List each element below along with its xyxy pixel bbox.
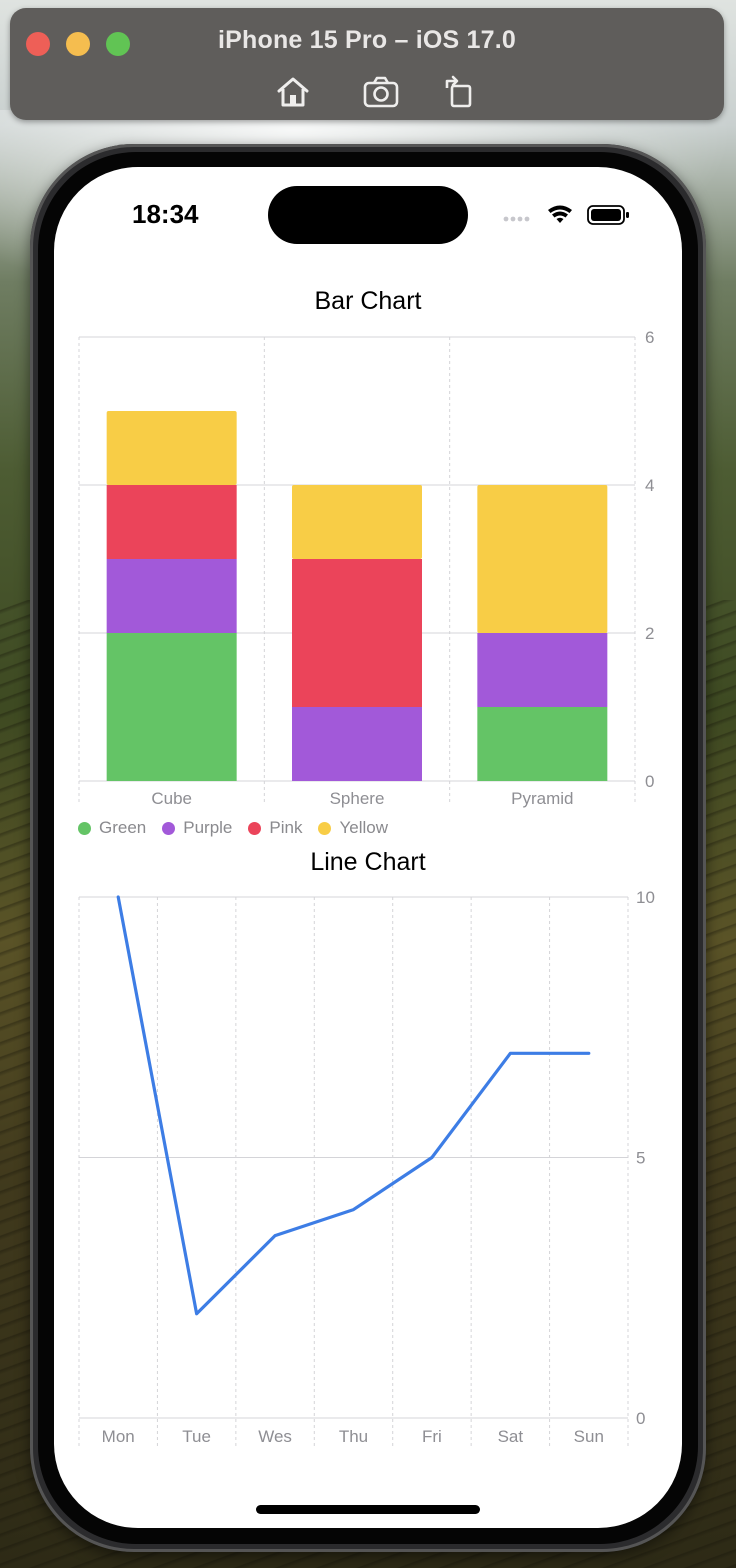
status-icons xyxy=(503,205,629,225)
line-y-tick-label: 10 xyxy=(636,888,655,907)
line-y-tick-label: 0 xyxy=(636,1409,645,1428)
phone-screen: 18:34 Bar Chart 0 2 4 6 Cube Sphere Pyramid Gr… xyxy=(54,167,682,1528)
legend-item-purple: Purple xyxy=(162,818,232,838)
bar-chart-title: Bar Chart xyxy=(314,287,422,315)
line-chart: 0 5 10 Mon Tue Wes Thu Fri Sat Sun xyxy=(78,888,655,1446)
close-window-button[interactable] xyxy=(26,32,50,56)
rotate-icon[interactable] xyxy=(440,72,480,112)
bar-segment-purple xyxy=(292,707,422,781)
line-x-tick-label: Sun xyxy=(574,1427,604,1446)
battery-icon xyxy=(587,205,629,225)
cellular-icon xyxy=(503,216,530,222)
dynamic-island xyxy=(268,186,468,244)
legend-swatch xyxy=(318,821,332,835)
zoom-window-button[interactable] xyxy=(106,32,130,56)
home-icon[interactable] xyxy=(273,72,313,112)
minimize-window-button[interactable] xyxy=(66,32,90,56)
legend-item-green: Green xyxy=(78,818,146,838)
line-x-tick-label: Tue xyxy=(182,1427,211,1446)
bar-segment-pink xyxy=(106,485,237,559)
window-title: iPhone 15 Pro – iOS 17.0 xyxy=(218,26,516,54)
legend-swatch xyxy=(78,821,91,835)
home-indicator[interactable] xyxy=(256,1505,480,1514)
bar-x-tick-label: Pyramid xyxy=(511,789,573,808)
bar-segment-yellow xyxy=(477,485,608,633)
bar-segment-green xyxy=(106,633,237,781)
legend-swatch xyxy=(162,821,176,835)
legend-item-yellow: Yellow xyxy=(318,818,388,838)
line-y-tick-label: 5 xyxy=(636,1149,645,1168)
legend-label: Pink xyxy=(269,818,303,837)
line-x-tick-label: Mon xyxy=(102,1427,135,1446)
bar-segment-green xyxy=(477,707,608,781)
bar-x-tick-label: Cube xyxy=(151,789,192,808)
bar-x-tick-label: Sphere xyxy=(330,789,385,808)
bar-chart: 0 2 4 6 Cube Sphere Pyramid xyxy=(78,328,654,808)
bar-segment-purple xyxy=(477,633,608,707)
bar-y-tick-label: 4 xyxy=(645,476,654,495)
legend-label: Yellow xyxy=(339,818,388,837)
bar-chart-legend: Green Purple Pink Yellow xyxy=(78,817,404,839)
line-x-tick-label: Wes xyxy=(258,1427,292,1446)
bar-segment-yellow xyxy=(106,411,237,485)
legend-swatch xyxy=(248,821,262,835)
bar-y-tick-label: 2 xyxy=(645,624,654,643)
line-x-tick-label: Fri xyxy=(422,1427,442,1446)
bar-segment-yellow xyxy=(292,485,422,559)
line-series-path xyxy=(116,895,591,1316)
screenshot-icon[interactable] xyxy=(361,72,401,112)
line-x-tick-label: Sat xyxy=(498,1427,524,1446)
bar-segment-purple xyxy=(106,559,237,633)
legend-item-pink: Pink xyxy=(248,818,302,838)
legend-label: Green xyxy=(99,818,147,837)
bar-segment-pink xyxy=(292,559,422,707)
line-chart-title: Line Chart xyxy=(310,848,426,876)
status-time: 18:34 xyxy=(132,199,199,229)
bar-y-tick-label: 6 xyxy=(645,328,654,347)
line-x-tick-label: Thu xyxy=(339,1427,368,1446)
simulator-title-bar: iPhone 15 Pro – iOS 17.0 xyxy=(10,8,724,120)
wifi-icon xyxy=(548,205,572,223)
legend-label: Purple xyxy=(183,818,233,837)
bar-y-tick-label: 0 xyxy=(645,772,654,791)
